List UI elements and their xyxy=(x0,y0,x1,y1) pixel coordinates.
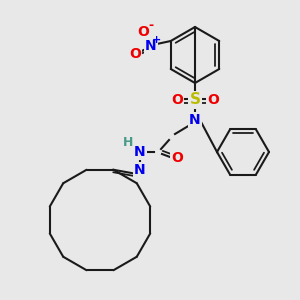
Text: O: O xyxy=(137,25,149,39)
Text: O: O xyxy=(171,93,183,107)
Text: N: N xyxy=(189,113,201,127)
Text: O: O xyxy=(207,93,219,107)
Text: N: N xyxy=(145,39,157,53)
Text: H: H xyxy=(123,136,133,149)
Text: -: - xyxy=(148,20,153,32)
Text: N: N xyxy=(134,163,146,177)
Text: N: N xyxy=(134,145,146,159)
Text: O: O xyxy=(171,151,183,165)
Text: +: + xyxy=(152,35,161,45)
Text: O: O xyxy=(129,47,141,61)
Text: S: S xyxy=(190,92,200,107)
